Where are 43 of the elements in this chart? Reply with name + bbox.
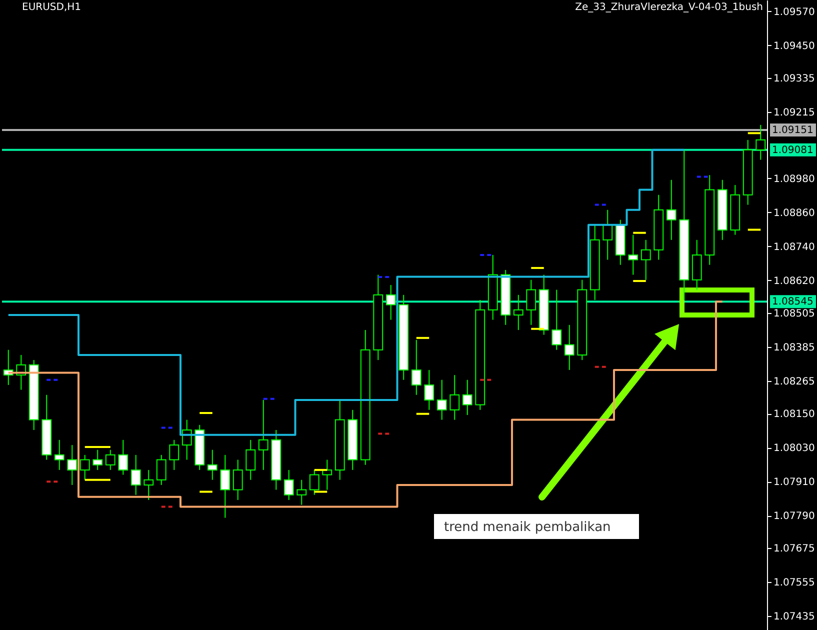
y-tick-label: 1.07555 (774, 578, 815, 589)
candlestick (309, 469, 320, 496)
candlestick (296, 479, 307, 506)
candlestick (92, 449, 103, 470)
candlestick (80, 454, 90, 480)
y-tick-label: 1.07435 (774, 612, 815, 623)
candlestick (130, 454, 141, 496)
y-tick-label: 1.07910 (774, 477, 815, 488)
annotation: trend menaik pembalikan (444, 520, 611, 535)
y-tick-label: 1.08980 (774, 174, 815, 185)
y-tick-label: 1.08740 (774, 242, 815, 253)
y-tick-label: 1.08385 (774, 342, 815, 354)
ref-line-label: 1.09151 (772, 125, 814, 136)
y-tick-label: 1.09215 (774, 107, 815, 118)
candlestick (246, 439, 256, 480)
candlestick (207, 449, 218, 480)
y-tick-label: 1.08030 (774, 443, 815, 454)
candlestick (169, 439, 180, 470)
candlestick (284, 469, 294, 500)
y-tick-label: 1.09570 (774, 6, 815, 18)
y-tick-label: 1.08265 (774, 376, 815, 388)
y-tick-label: 1.08620 (774, 276, 815, 287)
y-tick-label: 1.07675 (774, 544, 815, 555)
ref-line-label: 1.08545 (772, 296, 814, 308)
candlestick (232, 459, 243, 500)
candlestick (67, 444, 78, 486)
candlestick (756, 124, 766, 160)
candlestick (220, 454, 230, 518)
candlestick (105, 449, 116, 470)
y-tick-label: 1.09335 (774, 73, 815, 84)
y-tick-label: 1.08860 (774, 208, 815, 219)
candlestick (322, 459, 332, 490)
y-tick-label: 1.09450 (774, 40, 815, 52)
candlestick (144, 469, 154, 500)
ref-line-label: 1.09081 (772, 144, 814, 156)
y-tick-label: 1.08150 (774, 409, 815, 420)
y-tick-label: 1.08505 (774, 308, 815, 320)
candlestick (118, 439, 128, 476)
y-tick-label: 1.07790 (774, 511, 815, 522)
chart-subtitle: Ze_33_ZhuraVlerezka_V-04-03_1bush (575, 2, 763, 13)
candlestick (156, 454, 166, 486)
candlestick (54, 439, 64, 470)
chart-title: EURUSD,H1 (22, 2, 82, 13)
